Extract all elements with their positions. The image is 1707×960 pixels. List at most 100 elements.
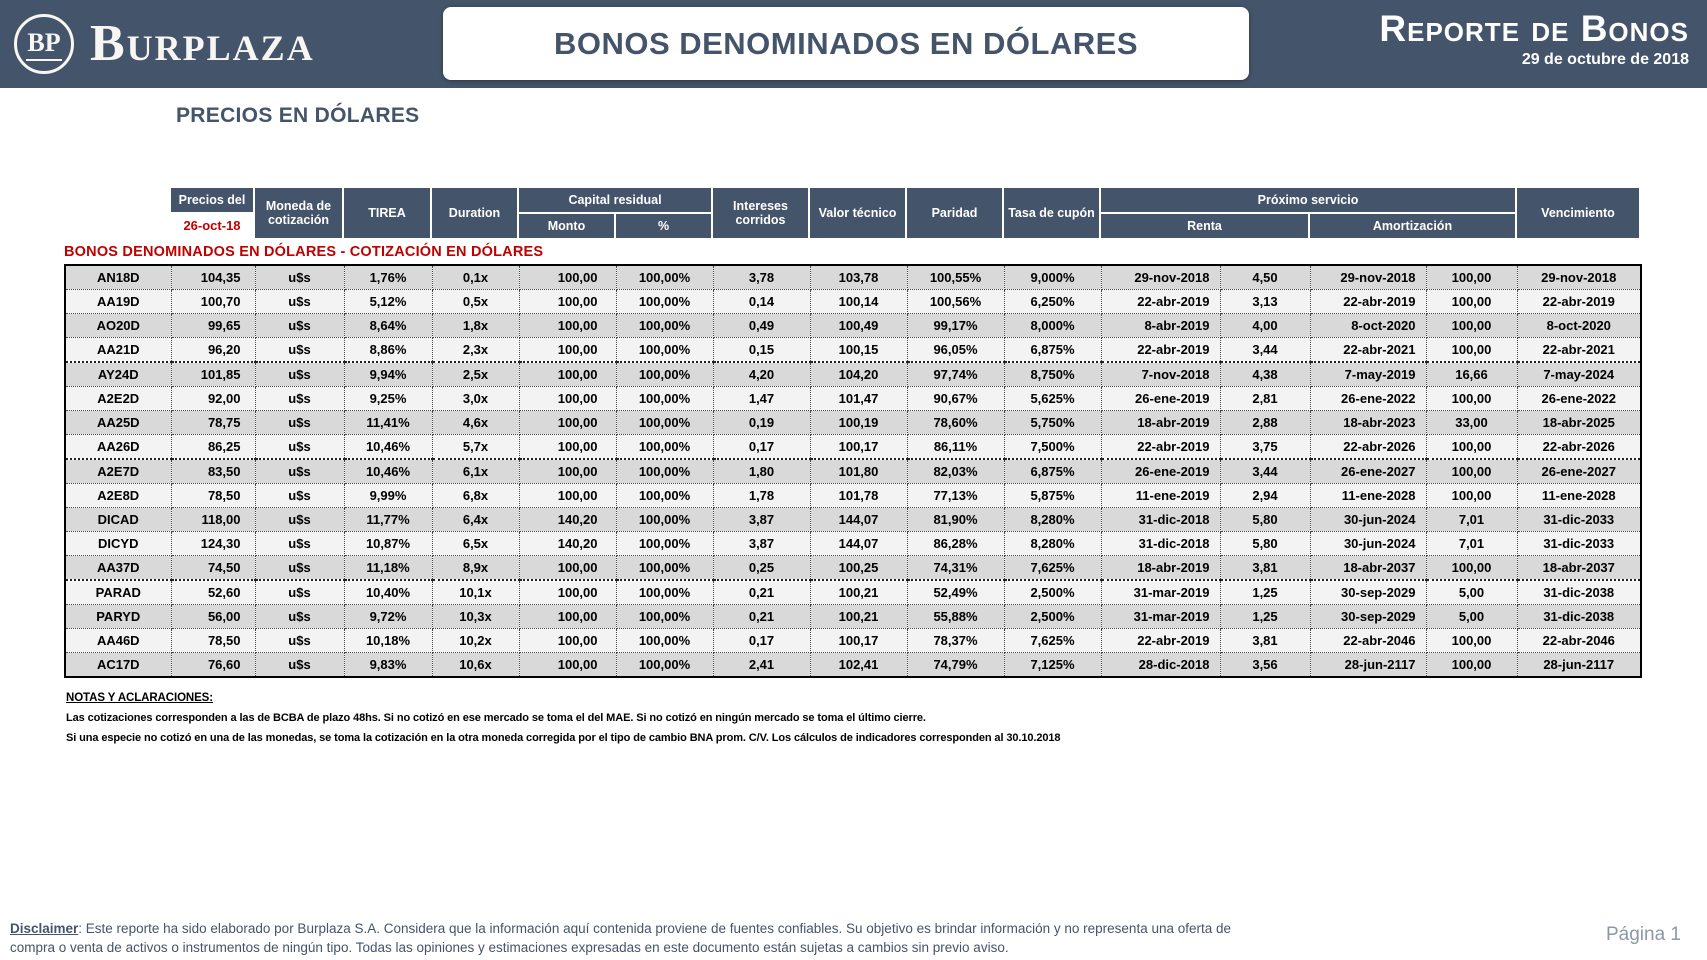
cell-price: 78,75 [170,410,256,435]
cell-ticker: PARYD [64,604,172,629]
cell-amortizacion-fecha: 30-jun-2024 [1309,507,1427,532]
cell-pct: 100,00% [615,483,714,508]
cell-tasa-cupon: 5,875% [1003,483,1102,508]
cell-amortizacion-monto: 100,00 [1425,483,1518,508]
cell-valor-tecnico: 100,25 [809,555,908,581]
cell-currency: u$s [254,313,345,338]
cell-intereses: 4,20 [712,361,811,387]
cell-amortizacion-monto: 100,00 [1425,386,1518,411]
cell-valor-tecnico: 100,21 [809,604,908,629]
cell-amortizacion-monto: 16,66 [1425,361,1518,387]
cell-pct: 100,00% [615,531,714,556]
cell-paridad: 78,37% [906,628,1005,653]
table-row: A2E8D 78,50 u$s 9,99% 6,8x 100,00 100,00… [64,483,1642,508]
cell-monto: 100,00 [518,361,617,387]
cell-duration: 6,4x [431,507,520,532]
header-valor-tecnico: Valor técnico [808,186,907,240]
logo-monogram: BP [26,28,62,61]
cell-pct: 100,00% [615,386,714,411]
cell-intereses: 0,19 [712,410,811,435]
cell-currency: u$s [254,434,345,460]
cell-pct: 100,00% [615,361,714,387]
cell-paridad: 74,79% [906,652,1005,678]
cell-vencimiento: 18-abr-2025 [1516,410,1642,435]
cell-vencimiento: 26-ene-2027 [1516,458,1642,484]
cell-monto: 100,00 [518,628,617,653]
report-main-title: BONOS DENOMINADOS EN DÓLARES [553,25,1139,61]
cell-duration: 4,6x [431,410,520,435]
cell-tasa-cupon: 5,625% [1003,386,1102,411]
header-duration: Duration [430,186,519,240]
cell-duration: 2,5x [431,361,520,387]
cell-amortizacion-fecha: 22-abr-2019 [1309,289,1427,314]
cell-vencimiento: 22-abr-2046 [1516,628,1642,653]
cell-pct: 100,00% [615,410,714,435]
cell-tasa-cupon: 7,625% [1003,628,1102,653]
cell-duration: 6,1x [431,458,520,484]
cell-tirea: 5,12% [343,289,433,314]
disclaimer-label: Disclaimer [10,920,79,936]
cell-amortizacion-monto: 100,00 [1425,434,1518,460]
cell-tirea: 11,18% [343,555,433,581]
table-row: AA46D 78,50 u$s 10,18% 10,2x 100,00 100,… [64,628,1642,653]
cell-vencimiento: 31-dic-2033 [1516,531,1642,556]
cell-intereses: 3,87 [712,531,811,556]
cell-renta-monto: 3,13 [1219,289,1311,314]
cell-ticker: AA25D [64,410,172,435]
cell-tasa-cupon: 2,500% [1003,579,1102,605]
cell-ticker: AA46D [64,628,172,653]
cell-valor-tecnico: 102,41 [809,652,908,678]
cell-ticker: DICAD [64,507,172,532]
cell-intereses: 0,17 [712,434,811,460]
cell-currency: u$s [254,386,345,411]
cell-renta-fecha: 31-dic-2018 [1100,531,1221,556]
cell-price: 99,65 [170,313,256,338]
cell-ticker: AA37D [64,555,172,581]
cell-price: 118,00 [170,507,256,532]
cell-monto: 100,00 [518,458,617,484]
cell-valor-tecnico: 100,49 [809,313,908,338]
cell-amortizacion-fecha: 26-ene-2027 [1309,458,1427,484]
cell-tasa-cupon: 7,500% [1003,434,1102,460]
cell-valor-tecnico: 100,15 [809,337,908,363]
cell-tasa-cupon: 6,875% [1003,337,1102,363]
cell-renta-monto: 3,81 [1219,628,1311,653]
cell-intereses: 3,78 [712,264,811,290]
cell-renta-monto: 5,80 [1219,507,1311,532]
cell-duration: 10,2x [431,628,520,653]
cell-renta-monto: 3,75 [1219,434,1311,460]
header-price-date: 26-oct-18 [169,212,255,240]
cell-renta-fecha: 22-abr-2019 [1100,337,1221,363]
cell-renta-monto: 1,25 [1219,579,1311,605]
table-row: DICAD 118,00 u$s 11,77% 6,4x 140,20 100,… [64,507,1642,532]
cell-monto: 100,00 [518,483,617,508]
cell-intereses: 1,47 [712,386,811,411]
bp-monogram-icon: BP [14,14,74,74]
cell-pct: 100,00% [615,507,714,532]
notes-section: NOTAS Y ACLARACIONES: Las cotizaciones c… [66,692,1061,744]
cell-amortizacion-fecha: 22-abr-2021 [1309,337,1427,363]
cell-duration: 10,1x [431,579,520,605]
header-amortizacion: Amortización [1308,212,1517,240]
table-row: AA25D 78,75 u$s 11,41% 4,6x 100,00 100,0… [64,410,1642,435]
cell-renta-monto: 2,81 [1219,386,1311,411]
cell-duration: 3,0x [431,386,520,411]
cell-tirea: 8,86% [343,337,433,363]
cell-monto: 140,20 [518,507,617,532]
cell-vencimiento: 28-jun-2117 [1516,652,1642,678]
cell-renta-fecha: 11-ene-2019 [1100,483,1221,508]
cell-valor-tecnico: 100,17 [809,434,908,460]
cell-renta-monto: 3,44 [1219,337,1311,363]
note-line-1: Las cotizaciones corresponden a las de B… [66,712,926,724]
cell-amortizacion-fecha: 30-sep-2029 [1309,579,1427,605]
cell-amortizacion-fecha: 26-ene-2022 [1309,386,1427,411]
cell-renta-monto: 4,50 [1219,264,1311,290]
cell-vencimiento: 18-abr-2037 [1516,555,1642,581]
cell-ticker: A2E8D [64,483,172,508]
cell-renta-monto: 1,25 [1219,604,1311,629]
cell-renta-monto: 5,80 [1219,531,1311,556]
cell-amortizacion-monto: 5,00 [1425,604,1518,629]
cell-price: 96,20 [170,337,256,363]
cell-monto: 100,00 [518,337,617,363]
brand-name: Burplaza [90,15,315,72]
